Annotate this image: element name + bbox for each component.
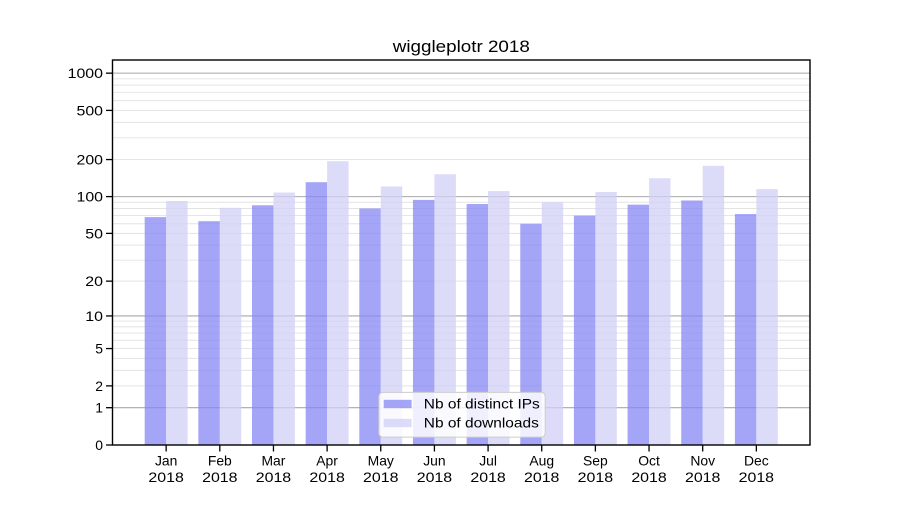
svg-text:Nb of distinct IPs: Nb of distinct IPs bbox=[424, 396, 540, 412]
svg-text:Aug: Aug bbox=[529, 453, 554, 469]
svg-text:wiggleplotr 2018: wiggleplotr 2018 bbox=[392, 37, 530, 56]
svg-text:20: 20 bbox=[85, 273, 103, 289]
svg-text:Dec: Dec bbox=[744, 453, 769, 469]
svg-text:May: May bbox=[368, 453, 394, 469]
svg-text:2018: 2018 bbox=[578, 469, 614, 485]
svg-text:Nb of downloads: Nb of downloads bbox=[424, 415, 539, 431]
svg-text:2018: 2018 bbox=[685, 469, 721, 485]
svg-text:5: 5 bbox=[95, 340, 103, 356]
svg-text:2018: 2018 bbox=[739, 469, 775, 485]
svg-text:Feb: Feb bbox=[208, 453, 232, 469]
svg-text:1000: 1000 bbox=[68, 65, 104, 81]
svg-text:Jan: Jan bbox=[155, 453, 177, 469]
svg-text:2: 2 bbox=[95, 378, 103, 394]
svg-text:Apr: Apr bbox=[316, 453, 338, 469]
svg-text:200: 200 bbox=[77, 151, 104, 167]
svg-text:500: 500 bbox=[77, 102, 104, 118]
svg-text:10: 10 bbox=[85, 308, 103, 324]
svg-text:Mar: Mar bbox=[261, 453, 285, 469]
svg-text:Sep: Sep bbox=[583, 453, 608, 469]
svg-text:Nov: Nov bbox=[690, 453, 715, 469]
svg-text:100: 100 bbox=[77, 189, 104, 205]
svg-text:2018: 2018 bbox=[524, 469, 560, 485]
svg-text:Jun: Jun bbox=[423, 453, 445, 469]
svg-text:2018: 2018 bbox=[470, 469, 506, 485]
svg-text:2018: 2018 bbox=[631, 469, 667, 485]
svg-text:2018: 2018 bbox=[309, 469, 345, 485]
svg-text:2018: 2018 bbox=[148, 469, 184, 485]
svg-text:2018: 2018 bbox=[256, 469, 292, 485]
svg-text:0: 0 bbox=[95, 437, 103, 453]
svg-text:2018: 2018 bbox=[363, 469, 399, 485]
svg-text:2018: 2018 bbox=[417, 469, 453, 485]
svg-text:2018: 2018 bbox=[202, 469, 238, 485]
svg-text:1: 1 bbox=[95, 400, 103, 416]
svg-text:50: 50 bbox=[85, 225, 103, 241]
svg-text:Jul: Jul bbox=[479, 453, 497, 469]
svg-text:Oct: Oct bbox=[638, 453, 660, 469]
